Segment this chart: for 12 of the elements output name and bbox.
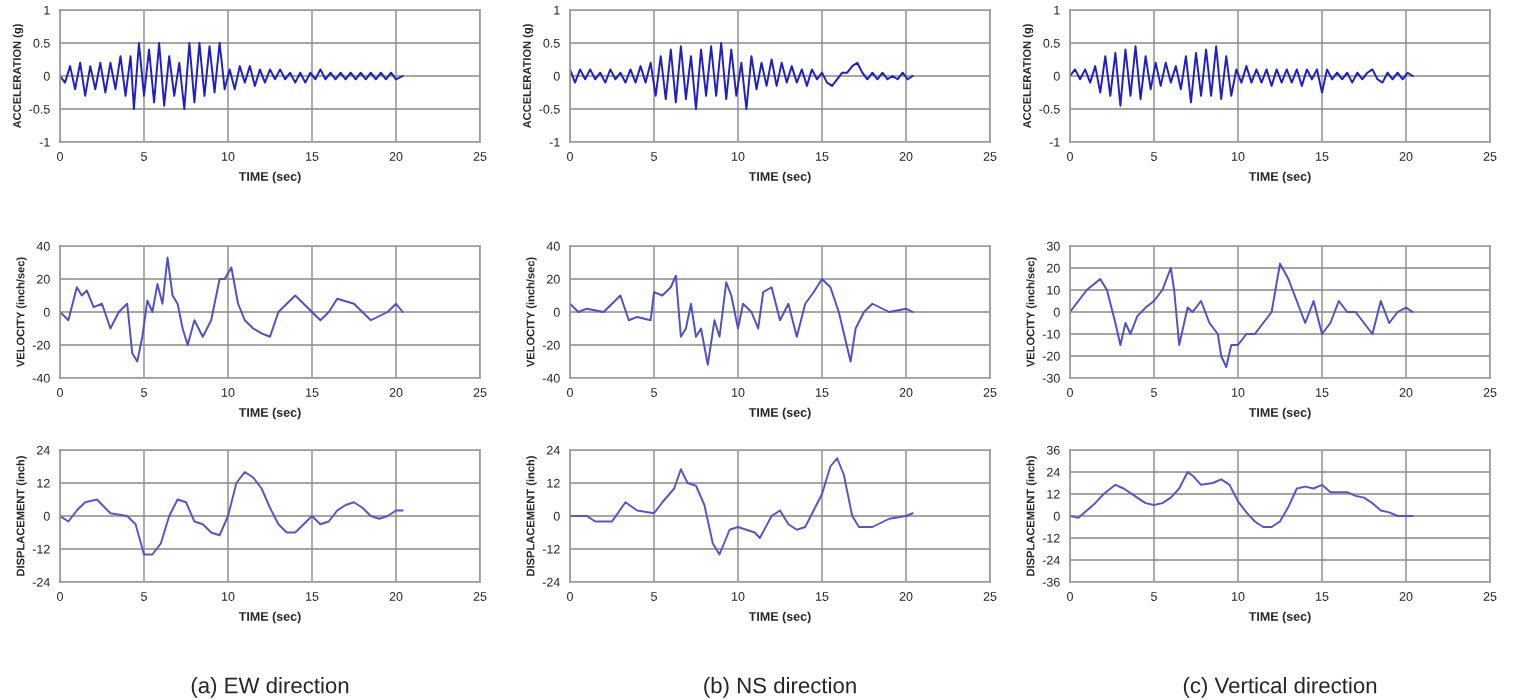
line-series — [570, 274, 914, 366]
text: (a) EW direction — [191, 677, 349, 698]
text: (b) NS direction — [704, 677, 856, 698]
text: (c) Vertical direction — [1183, 677, 1377, 698]
line-series — [1070, 45, 1414, 107]
line-series — [60, 42, 404, 110]
line-series — [60, 471, 404, 556]
line-series — [1070, 471, 1414, 528]
line-series — [570, 457, 914, 556]
line-series — [1070, 262, 1414, 368]
line-series — [570, 42, 914, 110]
line-series — [60, 256, 404, 363]
